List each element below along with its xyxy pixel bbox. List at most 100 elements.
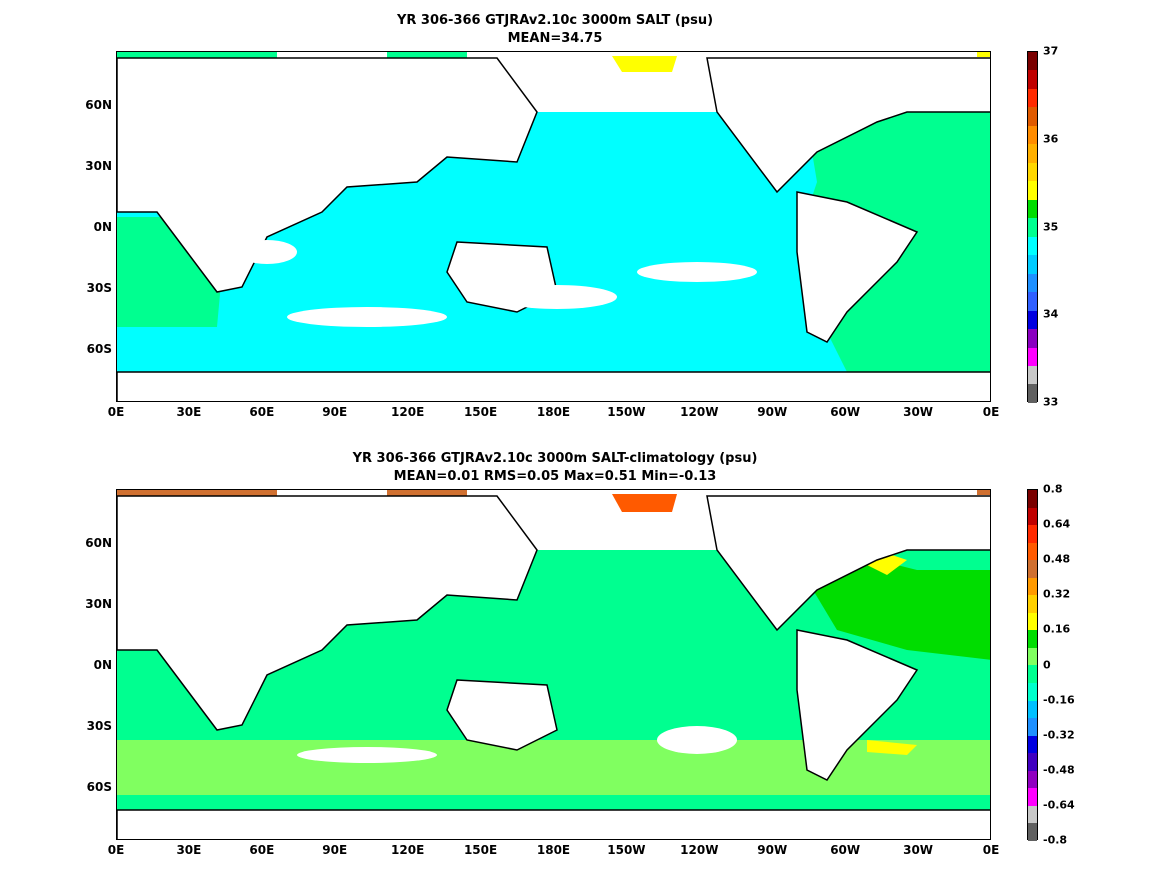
colorbar-segment <box>1028 735 1037 754</box>
colorbar-segment <box>1028 52 1037 71</box>
arctic-brown-strip-c <box>977 490 990 495</box>
white-patch <box>637 262 757 282</box>
colorbar-segment <box>1028 199 1037 219</box>
colorbar-segment <box>1028 542 1037 561</box>
colorbar-label: 33 <box>1043 395 1059 409</box>
colorbar-segment <box>1028 770 1037 789</box>
x-tick-label: 60W <box>830 843 861 857</box>
colorbar-segment <box>1028 162 1037 182</box>
x-tick-label: 120E <box>391 843 425 857</box>
salinity-anomaly-map <box>116 489 991 840</box>
x-tick-label: 0E <box>982 843 1000 857</box>
colorbar-segment <box>1028 718 1037 736</box>
colorbar-segment <box>1028 255 1037 274</box>
x-tick-label: 150W <box>607 843 646 857</box>
southern-ocean-light-green <box>117 740 990 795</box>
colorbar-segment <box>1028 753 1037 771</box>
colorbar-label: 36 <box>1043 132 1059 146</box>
colorbar-label: -0.64 <box>1043 798 1075 812</box>
colorbar-label: 0.64 <box>1043 517 1071 531</box>
arctic-brown-strip-b <box>387 490 467 496</box>
x-tick-label: 0E <box>107 843 125 857</box>
colorbar-segment <box>1028 683 1037 701</box>
antarctica <box>117 809 990 839</box>
x-tick-label: 120W <box>680 405 719 419</box>
arctic-strip-a <box>117 52 277 58</box>
colorbar-segment <box>1028 347 1037 366</box>
south-america <box>796 191 919 343</box>
salinity-map-plot <box>117 52 990 401</box>
salinity-map <box>116 51 991 402</box>
x-tick-label: 30E <box>176 405 202 419</box>
salinity-colorbar <box>1027 51 1038 403</box>
antarctica <box>117 371 990 401</box>
colorbar-label: 0.16 <box>1043 622 1071 636</box>
y-tick-label: 60N <box>85 98 112 112</box>
x-tick-label: 60E <box>249 843 275 857</box>
y-tick-label: 30S <box>86 281 112 295</box>
colorbar-segment <box>1028 647 1037 666</box>
white-patch <box>237 240 297 264</box>
australia <box>446 679 558 751</box>
arctic-east <box>706 495 990 632</box>
y-tick-label: 0N <box>93 220 112 234</box>
colorbar-segment <box>1028 365 1037 385</box>
colorbar-segment <box>1028 823 1037 841</box>
colorbar-segment <box>1028 310 1037 330</box>
anomaly-colorbar <box>1027 489 1038 841</box>
panel2-title: YR 306-366 GTJRAv2.10c 3000m SALT-climat… <box>352 451 758 466</box>
arctic-brown-strip-a <box>117 490 277 496</box>
colorbar-segment <box>1028 700 1037 719</box>
x-tick-label: 120E <box>391 405 425 419</box>
colorbar-segment <box>1028 273 1037 293</box>
x-tick-label: 60W <box>830 405 861 419</box>
colorbar-segment <box>1028 507 1037 526</box>
x-tick-label: 120W <box>680 843 719 857</box>
x-tick-label: 60E <box>249 405 275 419</box>
colorbar-segment <box>1028 612 1037 631</box>
colorbar-label: -0.16 <box>1043 693 1075 707</box>
colorbar-segment <box>1028 70 1037 89</box>
colorbar-segment <box>1028 88 1037 108</box>
white-patch <box>497 285 617 309</box>
south-atlantic-yellow-patch <box>867 740 917 755</box>
y-tick-label: 30S <box>86 719 112 733</box>
eurasia-africa <box>117 495 538 731</box>
x-tick-label: 150E <box>463 405 498 419</box>
panel1-title: YR 306-366 GTJRAv2.10c 3000m SALT (psu) <box>396 13 714 28</box>
colorbar-label: 0.48 <box>1043 552 1071 566</box>
y-tick-label: 30N <box>85 597 112 611</box>
eurasia-africa <box>117 57 538 293</box>
x-tick-label: 30W <box>903 843 934 857</box>
arctic-east <box>706 57 990 194</box>
x-tick-label: 180E <box>536 405 571 419</box>
colorbar-segment <box>1028 181 1037 200</box>
colorbar-label: -0.8 <box>1043 833 1068 847</box>
colorbar-segment <box>1028 595 1037 613</box>
salinity-anomaly-map-plot <box>117 490 990 839</box>
colorbar-label: 0.32 <box>1043 587 1071 601</box>
colorbar-label: 0 <box>1043 658 1051 671</box>
colorbar-label: 37 <box>1043 44 1059 58</box>
x-tick-label: 90E <box>322 843 348 857</box>
colorbar-label: -0.48 <box>1043 763 1075 777</box>
y-tick-label: 30N <box>85 159 112 173</box>
colorbar-segment <box>1028 384 1037 403</box>
x-tick-label: 90E <box>322 405 348 419</box>
y-tick-label: 60S <box>86 342 112 356</box>
colorbar-segment <box>1028 329 1037 348</box>
arctic-yellow-strip <box>977 52 990 57</box>
white-patch <box>297 747 437 763</box>
x-tick-label: 0E <box>107 405 125 419</box>
white-patch <box>287 307 447 327</box>
white-patch <box>657 726 737 754</box>
x-tick-label: 150W <box>607 405 646 419</box>
x-tick-label: 180E <box>536 843 571 857</box>
x-tick-label: 30W <box>903 405 934 419</box>
colorbar-label: 0.8 <box>1043 482 1063 496</box>
colorbar-label: 34 <box>1043 307 1059 321</box>
colorbar-segment <box>1028 525 1037 543</box>
colorbar-segment <box>1028 577 1037 596</box>
colorbar-segment <box>1028 144 1037 163</box>
colorbar-segment <box>1028 630 1037 648</box>
